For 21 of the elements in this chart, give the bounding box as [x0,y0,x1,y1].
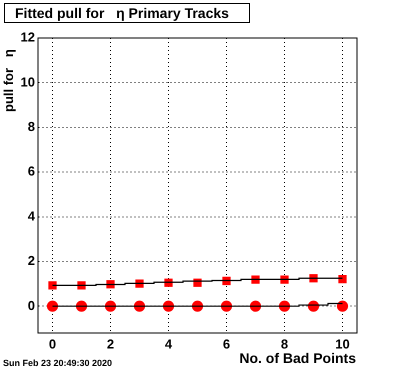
y-tick-label: 8 [28,118,35,134]
chart-title: Fitted pull for η Primary Tracks [4,3,250,23]
y-tick-label: 4 [28,208,36,224]
y-tick-label: 2 [28,253,35,268]
x-tick-label: 6 [222,336,230,352]
x-tick-label: 0 [48,336,56,352]
x-axis-title: No. of Bad Points [239,350,356,366]
point [336,300,348,312]
point [48,281,57,290]
x-tick-label: 2 [106,336,114,352]
y-tick-label: 6 [28,164,35,179]
x-tick-label: 8 [280,336,288,352]
y-tick-label: 10 [20,74,35,90]
point [46,300,58,312]
y-tick-label: 12 [20,30,35,45]
x-tick-label: 10 [335,336,350,352]
text: Sun Feb 23 20:49:30 2020 [3,358,112,368]
y-axis-title: pull for η [1,49,16,112]
y-tick-label: 0 [28,298,35,313]
x-tick-label: 4 [164,336,173,352]
point [338,275,347,284]
